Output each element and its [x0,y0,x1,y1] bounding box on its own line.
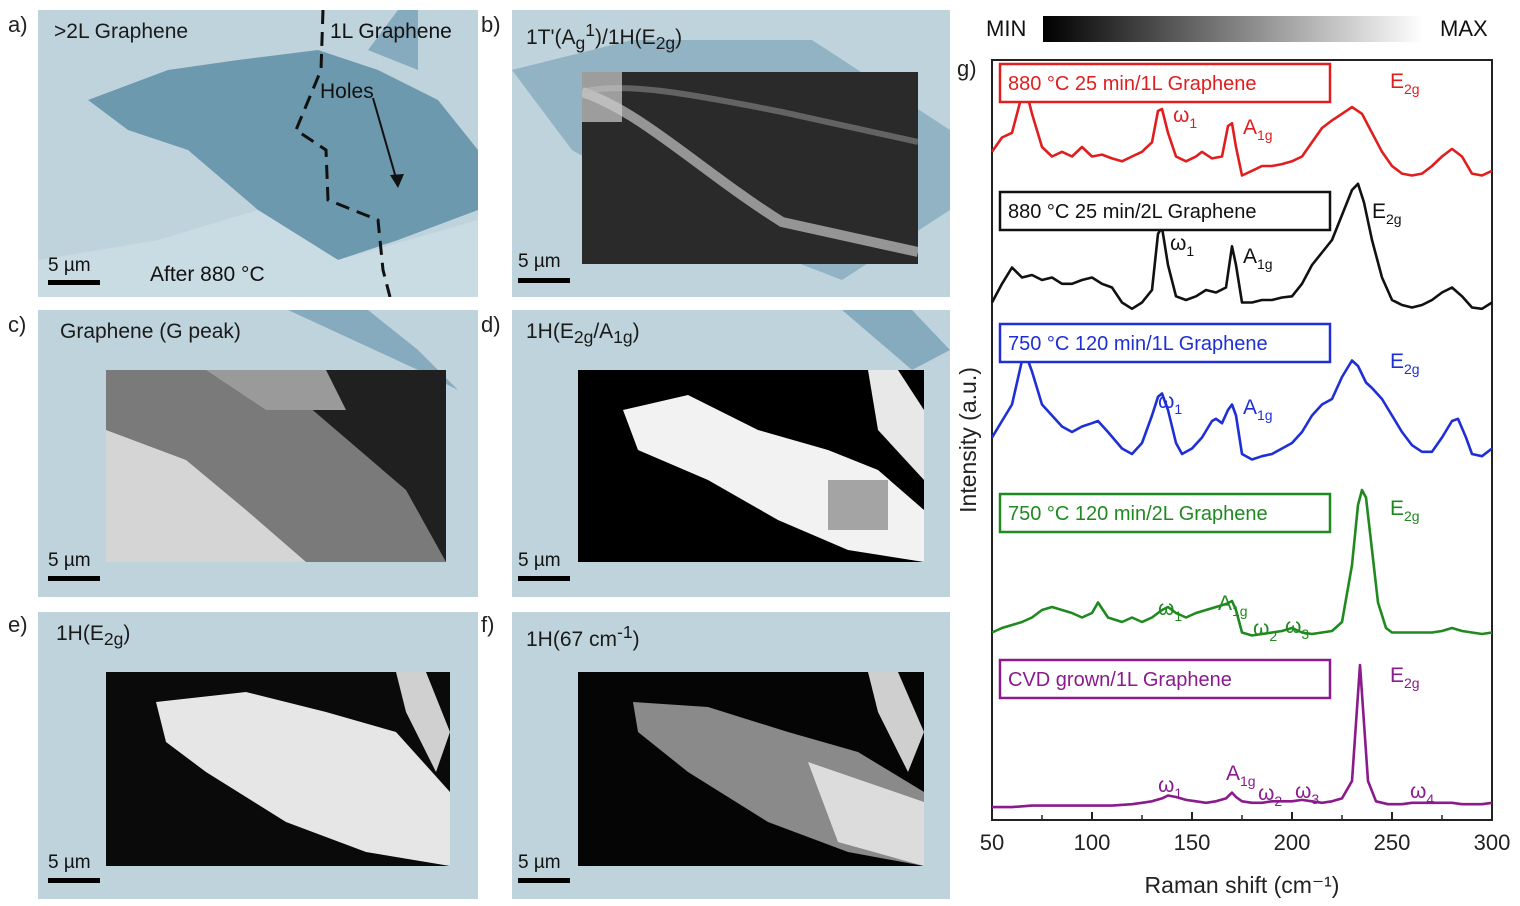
series-label-1: 880 °C 25 min/1L Graphene [1008,73,1257,95]
peak-label: E2g [1372,200,1402,227]
panel-c-title: Graphene (G peak) [60,320,241,343]
peak-label: A1g [1243,396,1273,423]
panel-c-raman-map: Graphene (G peak) 5 µm [38,310,478,597]
peak-label: E2g [1390,70,1420,97]
peak-label: ω1 [1158,390,1182,417]
scalebar-c [48,576,100,581]
panel-f-title: 1H(67 cm-1) [526,622,640,651]
scalebar-f [518,878,570,883]
scalebar-d [518,576,570,581]
map-image [582,72,918,264]
peak-label: E2g [1390,664,1420,691]
peak-label: ω2 [1253,617,1277,644]
panel-a-optical-image: >2L Graphene 1L Graphene Holes After 880… [38,10,478,297]
peak-label: ω1 [1170,232,1194,259]
scale-label-c: 5 µm [48,550,91,571]
panel-d-title: 1H(E2g/A1g) [526,320,640,348]
x-tick-label: 150 [1174,830,1211,855]
peak-label: A1g [1218,592,1248,619]
peak-label: A1g [1226,762,1256,789]
x-tick-label: 250 [1374,830,1411,855]
peak-label: E2g [1390,350,1420,377]
series-line-1 [990,88,1493,177]
series-label-2: 880 °C 25 min/2L Graphene [1008,201,1257,223]
map-image [578,370,924,562]
series-label-box-2 [998,190,1332,232]
peak-label: ω2 [1258,782,1282,809]
map-image [106,370,446,562]
x-tick-label: 50 [980,830,1004,855]
series-labels: 880 °C 25 min/1L Graphene 880 °C 25 min/2… [998,62,1332,700]
series-label-5: CVD grown/1L Graphene [1008,669,1232,691]
colorbar [1043,16,1423,42]
panel-letter-f: f) [481,612,495,637]
peak-label: ω4 [1410,780,1434,807]
panel-a-title: >2L Graphene [54,20,189,43]
series-label-box-4 [998,492,1332,534]
peak-label: E2g [1390,497,1420,524]
colorbar-min-label: MIN [986,16,1027,41]
x-axis-label: Raman shift (cm⁻¹) [1145,872,1340,898]
scalebar-a [48,280,100,285]
colorbar-max-label: MAX [1440,16,1488,41]
panel-letter-g: g) [957,56,977,81]
panel-letter-a: a) [8,12,28,37]
series-line-3 [990,353,1493,461]
panel-letter-d: d) [481,312,501,337]
series-label-box-1 [998,62,1332,104]
x-tick-label: 200 [1274,830,1311,855]
peak-label: ω3 [1285,615,1309,642]
x-axis-ticks: 50 100 150 200 250 300 [980,812,1511,855]
scale-label-d: 5 µm [518,550,561,571]
panel-letter-c: c) [8,312,27,337]
panel-b-raman-map: 1T'(Ag1)/1H(E2g) 5 µm [512,10,950,297]
panel-letter-e: e) [8,612,28,637]
series-line-5 [992,663,1493,809]
panel-f-raman-map: 1H(67 cm-1) 5 µm [512,612,950,899]
panel-a-1l-label: 1L Graphene [330,20,452,43]
scalebar-e [48,878,100,883]
panel-d-raman-map: 1H(E2g/A1g) 5 µm [512,310,950,597]
panel-letter-b: b) [481,12,501,37]
scale-label-b: 5 µm [518,251,561,272]
peak-label: ω1 [1158,774,1182,801]
y-axis-label: Intensity (a.u.) [955,367,981,513]
peak-label: A1g [1243,245,1273,272]
panel-e-title: 1H(E2g) [56,622,131,650]
series-label-3: 750 °C 120 min/1L Graphene [1008,333,1268,355]
optical-image [38,10,478,297]
spectra-traces [990,88,1493,809]
scale-label-e: 5 µm [48,852,91,873]
scale-label-f: 5 µm [518,852,561,873]
x-tick-label: 300 [1474,830,1511,855]
panel-e-raman-map: 1H(E2g) 5 µm [38,612,478,899]
scalebar-b [518,278,570,283]
peak-label: ω3 [1295,780,1319,807]
series-line-2 [990,182,1493,311]
panel-b-title: 1T'(Ag1)/1H(E2g) [526,20,683,54]
series-label-4: 750 °C 120 min/2L Graphene [1008,503,1268,525]
scale-label-a: 5 µm [48,255,91,276]
series-line-4 [991,488,1493,637]
peak-label: A1g [1243,116,1273,143]
peak-label: ω1 [1158,597,1182,624]
after-label: After 880 °C [150,263,265,286]
holes-label: Holes [320,80,374,103]
peak-label: ω1 [1173,104,1197,131]
series-label-box-3 [998,322,1332,364]
raman-spectra-chart: g) 50 100 150 200 250 300 E2g ω1 A1g E2g ω1 A1g E2g… [955,56,1511,898]
map-image [578,672,924,866]
x-tick-label: 100 [1074,830,1111,855]
series-label-box-5 [998,658,1332,700]
map-image [106,672,450,866]
